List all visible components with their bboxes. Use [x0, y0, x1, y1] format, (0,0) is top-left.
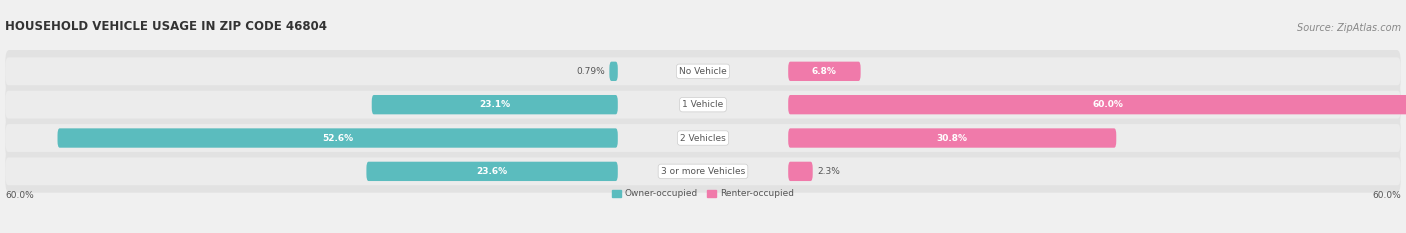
- Legend: Owner-occupied, Renter-occupied: Owner-occupied, Renter-occupied: [609, 186, 797, 202]
- Text: 1 Vehicle: 1 Vehicle: [682, 100, 724, 109]
- FancyBboxPatch shape: [6, 50, 1400, 93]
- FancyBboxPatch shape: [58, 128, 617, 148]
- FancyBboxPatch shape: [789, 95, 1406, 114]
- Text: 6.8%: 6.8%: [813, 67, 837, 76]
- Text: 60.0%: 60.0%: [6, 191, 34, 200]
- Text: 2 Vehicles: 2 Vehicles: [681, 134, 725, 143]
- Text: 23.6%: 23.6%: [477, 167, 508, 176]
- Text: 52.6%: 52.6%: [322, 134, 353, 143]
- FancyBboxPatch shape: [789, 162, 813, 181]
- Text: No Vehicle: No Vehicle: [679, 67, 727, 76]
- Text: HOUSEHOLD VEHICLE USAGE IN ZIP CODE 46804: HOUSEHOLD VEHICLE USAGE IN ZIP CODE 4680…: [6, 20, 328, 33]
- Text: 0.79%: 0.79%: [576, 67, 605, 76]
- Text: 60.0%: 60.0%: [1372, 191, 1400, 200]
- FancyBboxPatch shape: [367, 162, 617, 181]
- FancyBboxPatch shape: [371, 95, 617, 114]
- FancyBboxPatch shape: [789, 128, 1116, 148]
- FancyBboxPatch shape: [6, 83, 1400, 126]
- Text: 30.8%: 30.8%: [936, 134, 967, 143]
- Text: 2.3%: 2.3%: [817, 167, 839, 176]
- FancyBboxPatch shape: [789, 62, 860, 81]
- Text: 3 or more Vehicles: 3 or more Vehicles: [661, 167, 745, 176]
- FancyBboxPatch shape: [6, 158, 1400, 185]
- FancyBboxPatch shape: [6, 91, 1400, 119]
- FancyBboxPatch shape: [6, 150, 1400, 193]
- FancyBboxPatch shape: [609, 62, 617, 81]
- FancyBboxPatch shape: [6, 117, 1400, 159]
- Text: Source: ZipAtlas.com: Source: ZipAtlas.com: [1296, 23, 1400, 33]
- FancyBboxPatch shape: [6, 124, 1400, 152]
- FancyBboxPatch shape: [6, 57, 1400, 85]
- Text: 23.1%: 23.1%: [479, 100, 510, 109]
- Text: 60.0%: 60.0%: [1092, 100, 1123, 109]
